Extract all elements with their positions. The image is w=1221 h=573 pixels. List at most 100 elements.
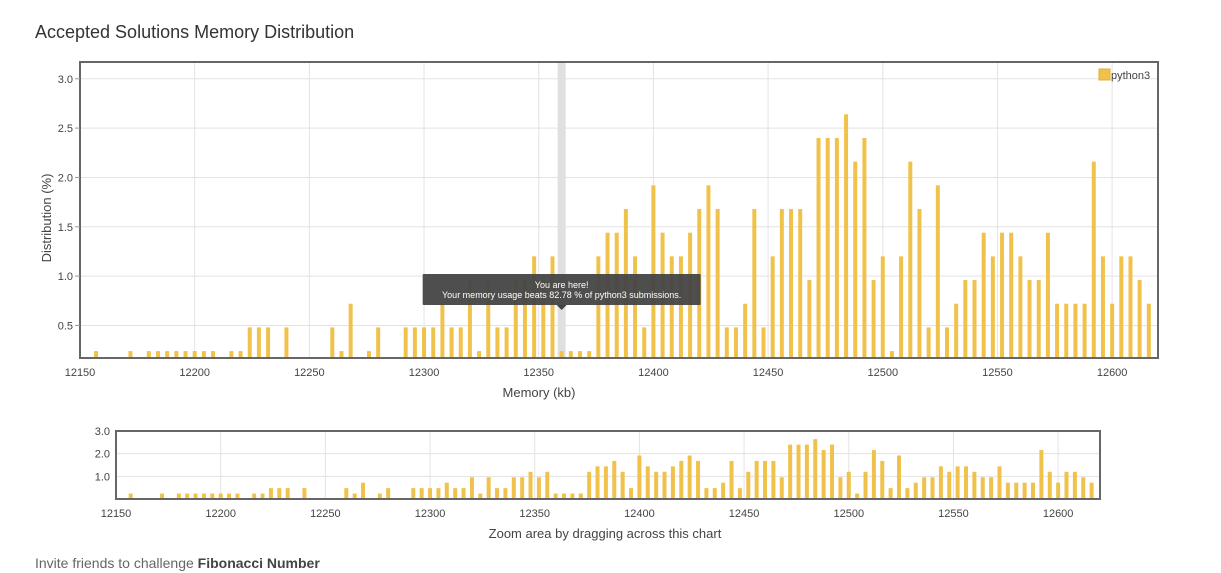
nav-bar xyxy=(201,493,206,499)
main-bar xyxy=(376,327,381,358)
nav-bar xyxy=(930,477,935,499)
main-xtick-label: 12500 xyxy=(867,367,898,379)
nav-bar xyxy=(578,493,583,499)
main-frame xyxy=(79,61,1159,359)
nav-bar xyxy=(712,488,717,499)
nav-bar xyxy=(536,477,541,499)
main-bar xyxy=(266,327,271,358)
nav-bar xyxy=(964,466,969,499)
main-bar xyxy=(238,351,243,358)
tooltip-pointer xyxy=(556,305,567,310)
nav-bar xyxy=(587,471,592,499)
main-bar xyxy=(972,280,977,358)
nav-bar xyxy=(252,493,257,499)
nav-xtick-label: 12400 xyxy=(624,508,655,520)
nav-bar xyxy=(913,482,918,499)
main-bar xyxy=(963,280,968,358)
nav-bar xyxy=(662,471,667,499)
main-bar xyxy=(825,137,830,358)
nav-bar xyxy=(128,493,133,499)
nav-bar xyxy=(821,450,826,499)
main-bar xyxy=(1027,280,1032,358)
main-bar xyxy=(834,137,839,358)
main-bar xyxy=(862,137,867,358)
main-ytick-label: 1.0 xyxy=(58,271,73,283)
nav-bar xyxy=(227,493,232,499)
nav-bar xyxy=(461,488,466,499)
main-bar xyxy=(431,327,436,358)
main-bar xyxy=(715,209,720,358)
main-bar xyxy=(981,232,986,358)
nav-bar xyxy=(1031,482,1035,499)
nav-bar xyxy=(855,493,860,499)
nav-bar xyxy=(444,482,449,499)
tooltip: You are here!Your memory usage beats 82.… xyxy=(422,274,701,310)
nav-bar xyxy=(980,477,985,499)
nav-bar xyxy=(989,477,994,499)
main-bar xyxy=(944,327,949,358)
nav-xtick-label: 12250 xyxy=(310,508,341,520)
main-bar xyxy=(458,327,463,358)
main-xtick-label: 12400 xyxy=(638,367,669,379)
main-xaxis-label: Memory (kb) xyxy=(503,385,576,400)
nav-bar xyxy=(553,493,558,499)
main-bar xyxy=(467,280,472,358)
main-bar xyxy=(724,327,729,358)
nav-bar xyxy=(721,482,726,499)
nav-bar xyxy=(511,477,516,499)
main-bar xyxy=(477,351,482,358)
main-bar xyxy=(761,327,766,358)
main-bar xyxy=(348,303,353,358)
nav-ytick-label: 2.0 xyxy=(95,449,110,461)
main-bar xyxy=(211,351,216,358)
main-bar xyxy=(880,256,885,358)
tooltip-line2: Your memory usage beats 82.78 % of pytho… xyxy=(442,290,681,300)
main-bar xyxy=(651,185,656,358)
nav-bar xyxy=(696,460,701,499)
nav-bar xyxy=(779,477,784,499)
nav-bar xyxy=(185,493,190,499)
main-bar xyxy=(1146,303,1151,358)
nav-bar xyxy=(838,477,843,499)
nav-bar xyxy=(1047,471,1052,499)
main-ytick-label: 0.5 xyxy=(58,320,73,332)
nav-bar xyxy=(603,466,608,499)
nav-bar xyxy=(1089,482,1094,499)
nav-bar xyxy=(478,493,483,499)
nav-bar xyxy=(746,471,751,499)
main-bar xyxy=(1091,161,1096,358)
main-xtick-label: 12350 xyxy=(523,367,554,379)
nav-bar xyxy=(863,471,868,499)
nav-bar xyxy=(813,439,818,499)
main-bar xyxy=(1119,256,1124,358)
main-bar xyxy=(155,351,160,358)
footer-problem-link[interactable]: Fibonacci Number xyxy=(197,555,320,571)
nav-bar xyxy=(277,488,282,499)
nav-bar xyxy=(997,466,1002,499)
main-bar xyxy=(550,256,555,358)
main-xtick-label: 12600 xyxy=(1097,367,1128,379)
main-bar xyxy=(486,280,491,358)
main-bar xyxy=(1100,256,1105,358)
nav-bar xyxy=(637,455,642,499)
nav-bar xyxy=(377,493,382,499)
nav-bar xyxy=(486,477,491,499)
nav-bar xyxy=(830,444,835,499)
nav-bar xyxy=(955,466,960,499)
main-bar xyxy=(926,327,931,358)
nav-bar xyxy=(1081,477,1086,499)
main-bar xyxy=(917,209,922,358)
main-bar xyxy=(678,256,683,358)
main-bar xyxy=(559,351,564,358)
nav-bar xyxy=(469,477,474,499)
main-xtick-label: 12550 xyxy=(982,367,1013,379)
nav-bar xyxy=(176,493,181,499)
nav-bar xyxy=(871,450,876,499)
tooltip-line1: You are here! xyxy=(535,280,589,290)
highlight-band xyxy=(557,62,566,358)
main-bar xyxy=(94,351,99,358)
nav-bar xyxy=(1022,482,1027,499)
nav-bar xyxy=(528,471,533,499)
main-xtick-label: 12450 xyxy=(753,367,784,379)
